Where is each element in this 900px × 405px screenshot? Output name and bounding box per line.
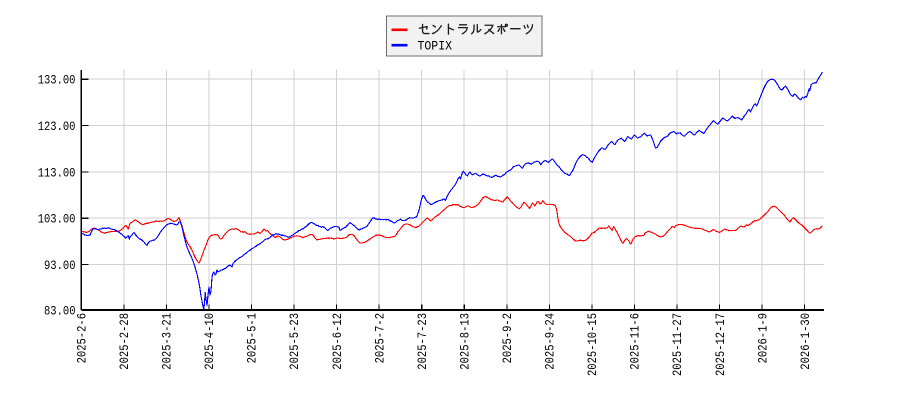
svg-text:2025-9-2: 2025-9-2 (500, 313, 515, 363)
svg-text:2025-3-21: 2025-3-21 (160, 313, 175, 370)
svg-text:2025-12-17: 2025-12-17 (713, 313, 728, 376)
svg-text:2025-6-12: 2025-6-12 (330, 313, 345, 370)
svg-text:2025-9-24: 2025-9-24 (543, 313, 558, 370)
svg-text:103.00: 103.00 (38, 212, 76, 227)
svg-text:83.00: 83.00 (44, 304, 76, 319)
svg-text:2025-5-23: 2025-5-23 (287, 313, 302, 370)
svg-text:113.00: 113.00 (38, 165, 76, 180)
svg-text:2026-1-30: 2026-1-30 (798, 313, 813, 370)
svg-text:93.00: 93.00 (44, 258, 76, 273)
svg-text:2025-2-28: 2025-2-28 (117, 313, 132, 370)
svg-text:2025-8-13: 2025-8-13 (457, 313, 472, 370)
svg-text:2025-7-2: 2025-7-2 (372, 313, 387, 363)
svg-text:2025-10-15: 2025-10-15 (585, 313, 600, 376)
svg-text:2025-2-6: 2025-2-6 (75, 313, 90, 363)
svg-text:2025-5-1: 2025-5-1 (245, 313, 260, 364)
svg-text:123.00: 123.00 (38, 119, 76, 134)
svg-text:133.00: 133.00 (38, 73, 76, 88)
svg-text:2025-11-6: 2025-11-6 (628, 313, 643, 370)
svg-text:2026-1-9: 2026-1-9 (755, 313, 770, 363)
svg-text:2025-7-23: 2025-7-23 (415, 313, 430, 370)
svg-text:2025-11-27: 2025-11-27 (670, 313, 685, 376)
svg-text:2025-4-10: 2025-4-10 (202, 313, 217, 370)
svg-text:TOPIX: TOPIX (418, 39, 453, 54)
